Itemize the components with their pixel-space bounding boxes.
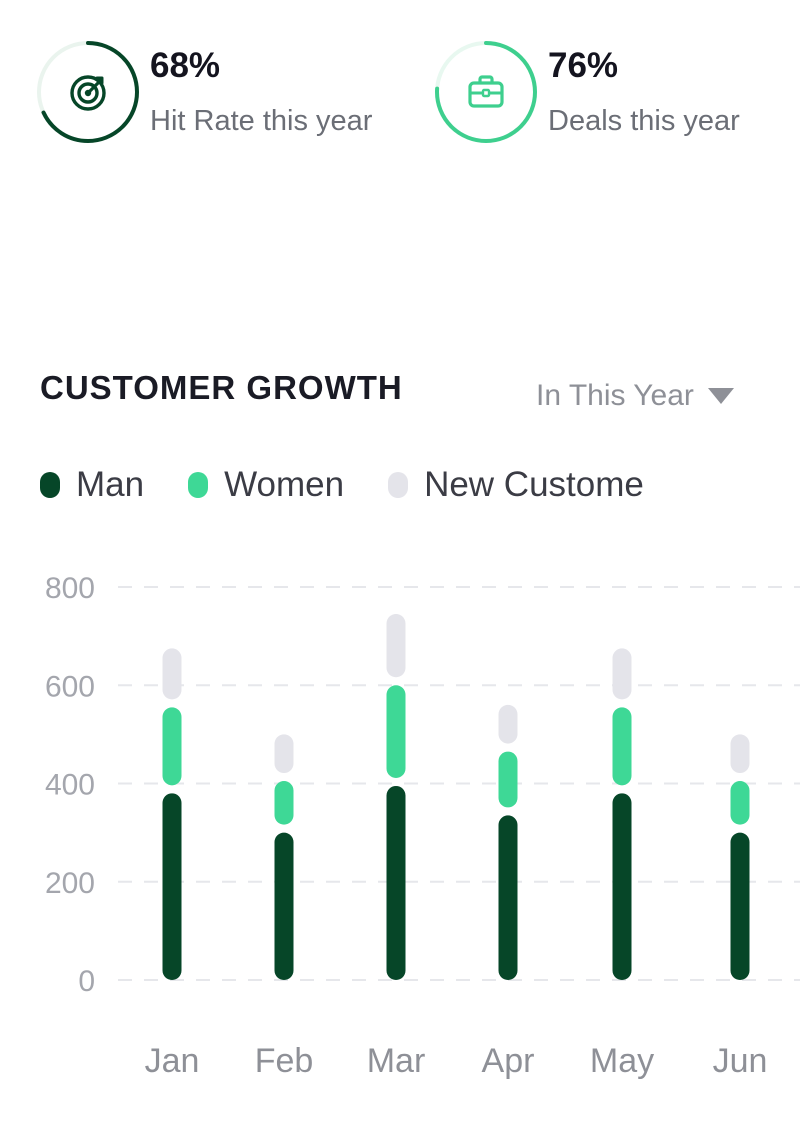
bar-new-custome-apr — [498, 704, 518, 744]
bar-man-feb — [274, 832, 294, 980]
y-tick-label: 600 — [45, 670, 95, 703]
legend-swatch-women — [188, 472, 209, 498]
y-tick-label: 0 — [78, 965, 95, 998]
legend-swatch-new-customer — [388, 472, 409, 498]
y-tick-label: 200 — [45, 867, 95, 900]
bar-new-custome-feb — [274, 734, 294, 774]
bar-new-custome-mar — [386, 614, 406, 678]
bar-women-jun — [730, 781, 750, 825]
bar-women-may — [612, 707, 632, 786]
bar-women-apr — [498, 751, 518, 808]
deals-value: 76% — [548, 46, 619, 85]
customer-growth-title: CUSTOMER GROWTH — [40, 369, 403, 406]
period-dropdown-label: In This Year — [536, 379, 694, 412]
y-tick-label: 400 — [45, 769, 95, 802]
deals-progress-arc — [435, 41, 537, 143]
bar-women-feb — [274, 781, 294, 825]
bar-man-jan — [162, 793, 182, 980]
hit-rate-label: Hit Rate this year — [150, 105, 373, 137]
target-icon — [66, 70, 110, 114]
period-dropdown[interactable]: In This Year — [536, 374, 734, 418]
bar-women-jan — [162, 707, 182, 786]
legend-label-women: Women — [224, 465, 345, 504]
x-tick-label-jan: Jan — [145, 1042, 200, 1080]
bar-new-custome-may — [612, 648, 632, 700]
bar-new-custome-jan — [162, 648, 182, 700]
bar-man-jun — [730, 832, 750, 980]
hit-rate-value: 68% — [150, 46, 221, 85]
bar-women-mar — [386, 685, 406, 778]
bar-man-may — [612, 793, 632, 980]
x-tick-label-jun: Jun — [713, 1042, 768, 1080]
legend-item-new-customer: New Custome — [388, 465, 644, 505]
legend-item-women: Women — [188, 465, 344, 505]
deals-label: Deals this year — [548, 105, 740, 137]
x-tick-label-mar: Mar — [367, 1042, 426, 1080]
legend-item-man: Man — [40, 465, 144, 505]
caret-down-icon — [707, 388, 734, 404]
legend-swatch-man — [40, 472, 60, 498]
y-tick-label: 800 — [45, 572, 95, 605]
hit-rate-progress-ring — [36, 40, 140, 144]
legend-label-new-customer: New Custome — [424, 465, 644, 504]
chart-legend: Man Women New Custome — [40, 460, 688, 510]
x-tick-label-may: May — [590, 1042, 654, 1080]
deals-progress-ring — [434, 40, 538, 144]
chart-svg: 0 200 400 600 800 Jan Feb Mar Apr May Jun — [45, 572, 800, 1080]
customer-growth-chart: 0 200 400 600 800 Jan Feb Mar Apr May Jun — [0, 550, 800, 1110]
briefcase-icon — [464, 70, 508, 114]
x-tick-label-feb: Feb — [255, 1042, 314, 1080]
bar-man-apr — [498, 815, 518, 980]
bar-man-mar — [386, 785, 406, 980]
x-tick-label-apr: Apr — [482, 1042, 535, 1080]
hit-rate-progress-arc — [37, 41, 139, 143]
bar-new-custome-jun — [730, 734, 750, 774]
legend-label-man: Man — [76, 465, 145, 504]
